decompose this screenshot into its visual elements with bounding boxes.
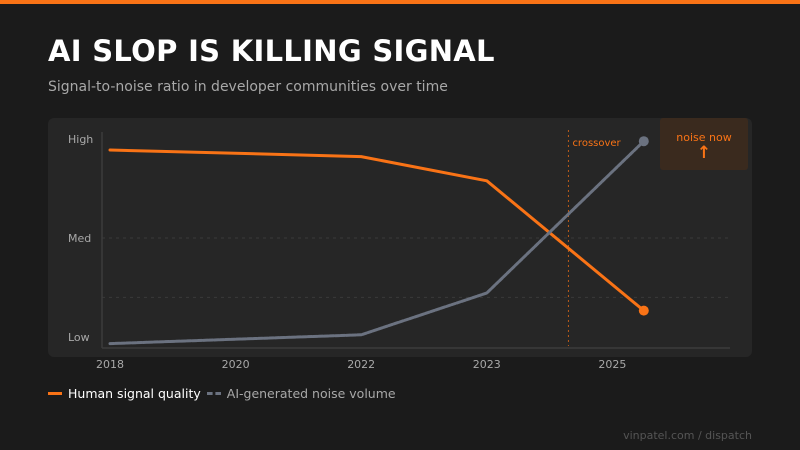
x-tick-label: 2018 <box>96 358 124 371</box>
legend-item-noise: AI-generated noise volume <box>201 386 396 401</box>
noise-now-box <box>660 118 748 170</box>
y-tick-label: Med <box>68 232 91 245</box>
series-endpoint-human <box>638 305 649 316</box>
legend-item-human: Human signal quality <box>48 386 201 401</box>
legend-label-human: Human signal quality <box>68 385 201 401</box>
noise-now-label: noise now <box>676 131 731 144</box>
page-title: AI SLOP IS KILLING SIGNAL <box>48 34 495 68</box>
x-tick-label: 2020 <box>222 358 250 371</box>
legend-label-noise: AI-generated noise volume <box>226 385 396 401</box>
page-subtitle: Signal-to-noise ratio in developer commu… <box>48 79 448 95</box>
noise-now-arrow-icon: ↑ <box>697 143 711 163</box>
y-tick-label: High <box>68 133 93 146</box>
top-accent-bar <box>0 0 800 4</box>
series-endpoint-noise <box>638 136 649 147</box>
footer-credit: vinpatel.com / dispatch <box>623 429 752 442</box>
x-tick-label: 2022 <box>347 358 375 371</box>
x-tick-label: 2025 <box>598 358 626 371</box>
y-tick-label: Low <box>68 331 90 344</box>
x-tick-label: 2023 <box>473 358 501 371</box>
chart-legend: Human signal quality AI-generated noise … <box>48 385 396 401</box>
legend-swatch-noise <box>206 391 221 395</box>
series-line-human <box>108 148 646 313</box>
crossover-label: crossover <box>572 138 621 149</box>
series-line-noise <box>108 139 646 346</box>
legend-swatch-human <box>48 391 62 395</box>
